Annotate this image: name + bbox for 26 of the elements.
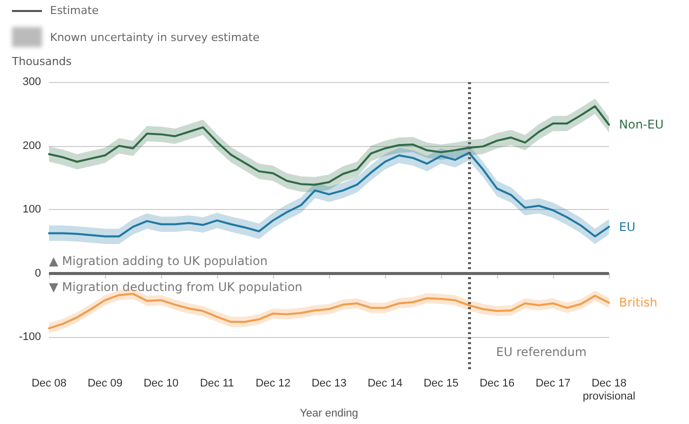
series-label: EU: [619, 220, 636, 234]
series-label: British: [619, 296, 658, 310]
series-label: Non-EU: [619, 118, 664, 132]
y-tick-label: -100: [18, 331, 41, 344]
x-tick-label: Dec 16: [480, 378, 514, 390]
x-tick-label: Dec 14: [368, 378, 402, 390]
x-tick-label: Dec 08: [32, 378, 66, 390]
x-axis-title: Year ending: [300, 408, 358, 420]
annotation: ▲ Migration adding to UK population: [49, 254, 268, 268]
x-tick-label: Dec 10: [144, 378, 178, 390]
x-tick-label: Dec 13: [312, 378, 346, 390]
ref-line-label: EU referendum: [496, 345, 587, 360]
x-tick-label: Dec 17: [536, 378, 570, 390]
x-tick-label: Dec 09: [88, 378, 122, 390]
x-tick-label: Dec 12: [256, 378, 290, 390]
y-tick-label: 0: [34, 267, 41, 280]
x-tick-label: Dec 15: [424, 378, 458, 390]
y-axis-title: Thousands: [11, 55, 72, 68]
y-tick-label: 200: [22, 140, 41, 152]
y-tick-label: 100: [22, 204, 41, 216]
x-tick-label: Dec 18 provisional: [582, 378, 636, 403]
text: Known uncertainty in survey estimate: [50, 30, 260, 44]
x-tick-label: Dec 11: [200, 378, 234, 390]
annotation: ▼ Migration deducting from UK population: [49, 280, 302, 294]
y-tick-label: 300: [22, 76, 41, 88]
text: Estimate: [50, 4, 99, 17]
